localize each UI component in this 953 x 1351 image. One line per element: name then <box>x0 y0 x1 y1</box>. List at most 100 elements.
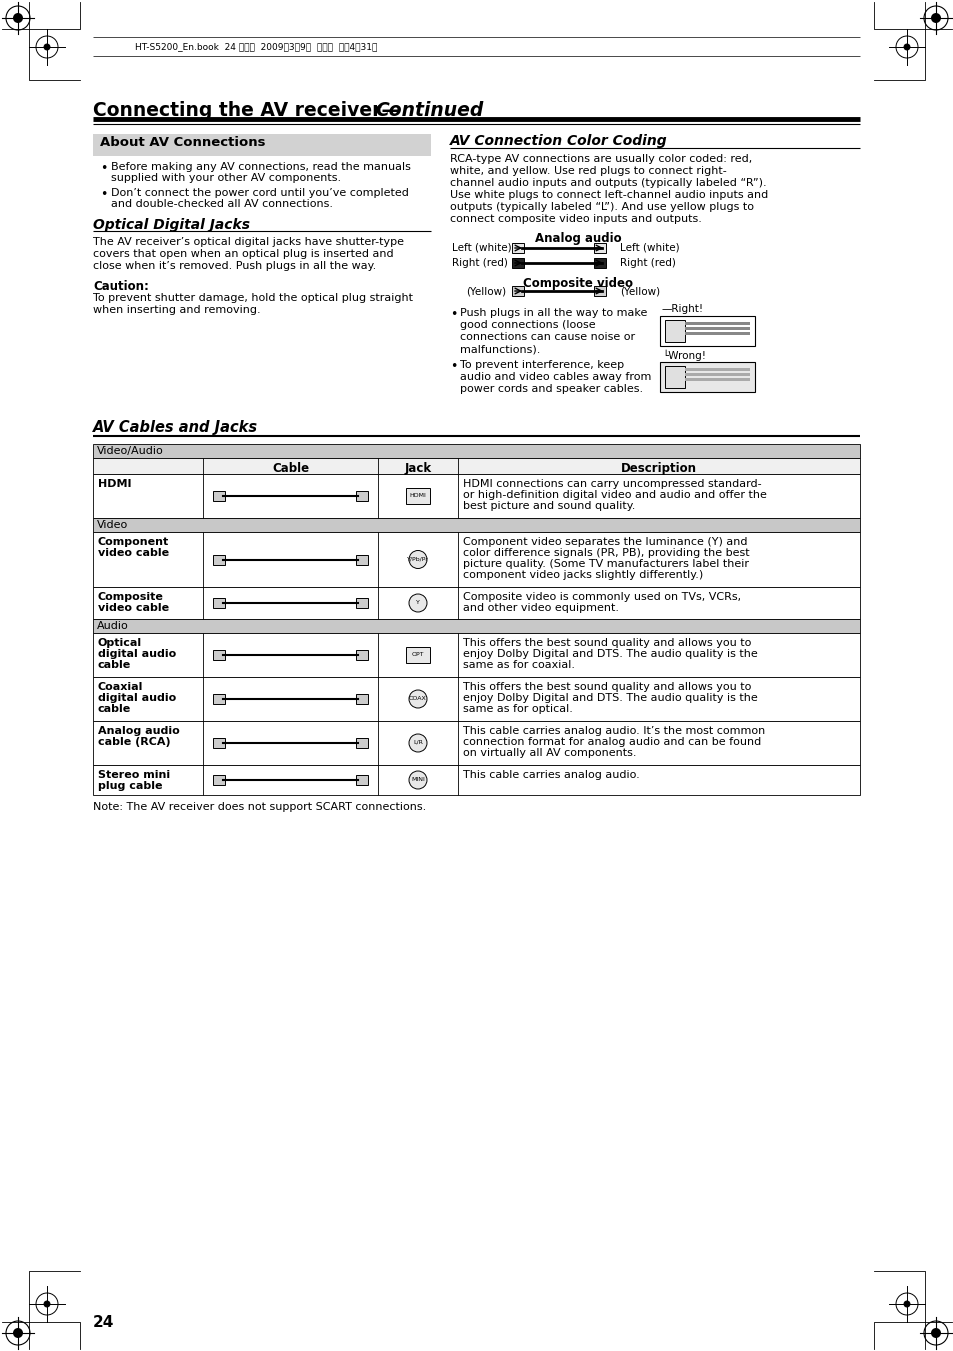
Text: └Wrong!: └Wrong! <box>661 350 705 361</box>
Text: Note: The AV receiver does not support SCART connections.: Note: The AV receiver does not support S… <box>92 802 426 812</box>
Bar <box>355 738 368 748</box>
Bar <box>213 554 225 565</box>
Text: Analog audio: Analog audio <box>534 232 620 245</box>
Text: close when it’s removed. Push plugs in all the way.: close when it’s removed. Push plugs in a… <box>92 261 375 272</box>
Bar <box>213 775 225 785</box>
Text: Continued: Continued <box>375 101 483 120</box>
Text: Y/Pb/Pr: Y/Pb/Pr <box>407 557 429 562</box>
Text: power cords and speaker cables.: power cords and speaker cables. <box>459 384 642 394</box>
Bar <box>684 373 749 376</box>
Bar <box>213 490 225 501</box>
Bar <box>659 316 754 346</box>
Text: Description: Description <box>620 462 697 476</box>
Text: HDMI connections can carry uncompressed standard-: HDMI connections can carry uncompressed … <box>462 480 760 489</box>
Bar <box>355 598 368 608</box>
Text: video cable: video cable <box>98 549 169 558</box>
Bar <box>512 286 523 296</box>
Text: Don’t connect the power cord until you’ve completed: Don’t connect the power cord until you’v… <box>111 188 409 199</box>
Text: Right (red): Right (red) <box>452 258 507 267</box>
Text: —Right!: —Right! <box>661 304 703 313</box>
Circle shape <box>6 5 30 30</box>
Text: malfunctions).: malfunctions). <box>459 345 539 354</box>
Text: The AV receiver’s optical digital jacks have shutter-type: The AV receiver’s optical digital jacks … <box>92 236 403 247</box>
Bar <box>92 474 859 517</box>
Text: Optical Digital Jacks: Optical Digital Jacks <box>92 218 250 232</box>
Text: Composite: Composite <box>98 592 164 603</box>
Text: HDMI: HDMI <box>98 480 132 489</box>
Text: HDMI: HDMI <box>409 493 426 499</box>
Text: when inserting and removing.: when inserting and removing. <box>92 305 260 315</box>
Text: same as for optical.: same as for optical. <box>462 704 572 713</box>
Bar <box>92 634 859 677</box>
Bar <box>213 694 225 704</box>
Text: enjoy Dolby Digital and DTS. The audio quality is the: enjoy Dolby Digital and DTS. The audio q… <box>462 648 757 659</box>
Text: cable (RCA): cable (RCA) <box>98 738 171 747</box>
Text: plug cable: plug cable <box>98 781 162 790</box>
Bar <box>92 586 859 619</box>
Bar <box>406 647 430 663</box>
Bar <box>664 320 684 342</box>
Text: 24: 24 <box>92 1315 114 1329</box>
Text: Composite video is commonly used on TVs, VCRs,: Composite video is commonly used on TVs,… <box>462 592 740 603</box>
Bar <box>406 488 430 504</box>
Text: connections can cause noise or: connections can cause noise or <box>459 332 635 342</box>
Bar <box>355 694 368 704</box>
Bar <box>92 532 859 586</box>
Bar <box>659 362 754 392</box>
Bar <box>664 366 684 388</box>
Circle shape <box>44 1301 50 1306</box>
Text: digital audio: digital audio <box>98 693 176 703</box>
Bar <box>92 677 859 721</box>
Circle shape <box>903 45 909 50</box>
Bar <box>512 243 523 253</box>
Text: HT-S5200_En.book  24 ページ  2009年3月9日  月曜日  午後4時31分: HT-S5200_En.book 24 ページ 2009年3月9日 月曜日 午後… <box>135 42 377 51</box>
Bar <box>684 367 749 372</box>
Bar <box>213 598 225 608</box>
Bar <box>355 554 368 565</box>
Text: This cable carries analog audio. It’s the most common: This cable carries analog audio. It’s th… <box>462 725 764 736</box>
Text: color difference signals (PR, PB), providing the best: color difference signals (PR, PB), provi… <box>462 549 749 558</box>
Text: •: • <box>100 188 108 201</box>
Text: on virtually all AV components.: on virtually all AV components. <box>462 748 636 758</box>
Bar <box>355 775 368 785</box>
Text: Optical: Optical <box>98 638 142 648</box>
Text: connection format for analog audio and can be found: connection format for analog audio and c… <box>462 738 760 747</box>
Text: Before making any AV connections, read the manuals: Before making any AV connections, read t… <box>111 162 411 172</box>
Bar <box>92 619 859 634</box>
Text: Connecting the AV receiver—: Connecting the AV receiver— <box>92 101 400 120</box>
Text: Cable: Cable <box>272 462 309 476</box>
Text: and double-checked all AV connections.: and double-checked all AV connections. <box>111 199 333 209</box>
Text: and other video equipment.: and other video equipment. <box>462 603 618 613</box>
Text: Coaxial: Coaxial <box>98 682 143 692</box>
Text: •: • <box>450 359 456 373</box>
Bar <box>355 490 368 501</box>
Text: Analog audio: Analog audio <box>98 725 179 736</box>
Text: (Yellow): (Yellow) <box>619 286 659 296</box>
Text: •: • <box>100 162 108 176</box>
Text: To prevent interference, keep: To prevent interference, keep <box>459 359 623 370</box>
Circle shape <box>930 14 940 23</box>
Circle shape <box>895 1293 917 1315</box>
Text: AV Connection Color Coding: AV Connection Color Coding <box>450 134 667 149</box>
Bar <box>684 378 749 381</box>
Text: best picture and sound quality.: best picture and sound quality. <box>462 501 635 511</box>
Text: L/R: L/R <box>413 740 422 744</box>
Text: cable: cable <box>98 704 132 713</box>
Text: Left (white): Left (white) <box>452 243 511 253</box>
Text: AV Cables and Jacks: AV Cables and Jacks <box>92 420 258 435</box>
Circle shape <box>409 594 427 612</box>
Bar <box>684 332 749 335</box>
Text: channel audio inputs and outputs (typically labeled “R”).: channel audio inputs and outputs (typica… <box>450 178 766 188</box>
Text: supplied with your other AV components.: supplied with your other AV components. <box>111 173 341 182</box>
Bar <box>92 721 859 765</box>
Text: covers that open when an optical plug is inserted and: covers that open when an optical plug is… <box>92 249 394 259</box>
Text: video cable: video cable <box>98 603 169 613</box>
Text: audio and video cables away from: audio and video cables away from <box>459 372 651 382</box>
Text: This cable carries analog audio.: This cable carries analog audio. <box>462 770 639 780</box>
Text: or high-definition digital video and audio and offer the: or high-definition digital video and aud… <box>462 490 766 500</box>
Text: cable: cable <box>98 661 132 670</box>
Circle shape <box>409 734 427 753</box>
Text: Stereo mini: Stereo mini <box>98 770 170 780</box>
Text: digital audio: digital audio <box>98 648 176 659</box>
Bar <box>594 258 605 267</box>
